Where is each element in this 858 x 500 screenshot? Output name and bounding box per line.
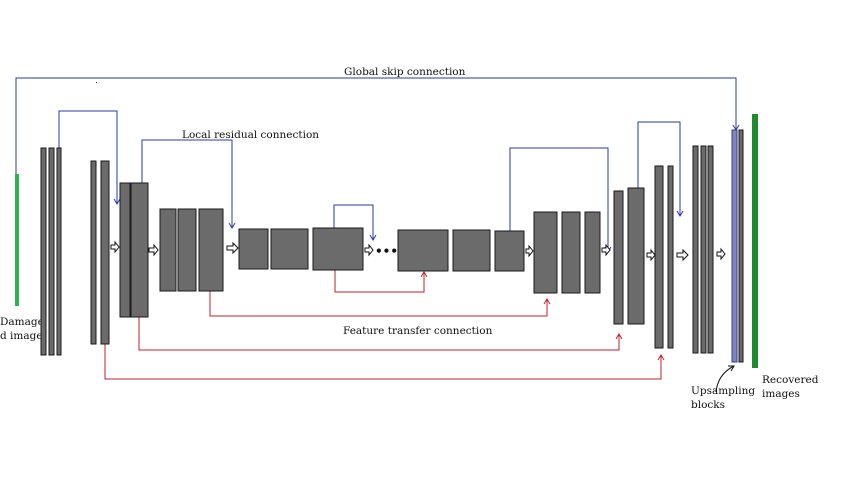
local-residual-line-5 [637,121,681,216]
arrowhead-local-5 [676,210,684,217]
layer-block [667,165,674,349]
arrowhead-transfer-3 [615,333,623,340]
layer-block [397,229,449,272]
global-skip-label: Global skip connection [344,66,466,78]
flow-arrow-icon [676,248,689,262]
layer-block [270,228,309,270]
layer-block [40,147,47,356]
feature-transfer-line-1 [334,270,425,293]
upsampling-block [738,129,744,363]
flow-arrow-icon [226,241,239,255]
layer-block [584,211,601,294]
layer-block [452,229,491,272]
flow-arrow-icon [646,248,656,262]
layer-block [177,208,197,292]
recovered-label-line2: images [762,388,800,400]
arrowhead-transfer-2 [543,298,551,305]
arrowhead-transfer-4 [657,354,665,361]
feature-transfer-line-3 [138,317,620,351]
arrowhead-local-2 [228,222,236,229]
recovered-label-line1: Recovered [762,374,819,386]
layer-block [238,228,269,270]
recovered-image-bar [752,114,758,368]
damaged-image-label-line1: Damage [0,316,44,328]
layer-block [494,230,525,272]
layer-block [48,147,55,356]
upsampling-pointer [715,365,735,393]
flow-arrows [110,240,726,262]
global-skip-line [15,77,737,174]
layer-block [561,211,581,294]
upsampling-pointer-head [728,365,735,372]
layer-blocks [40,145,714,356]
layer-block [159,208,177,292]
arrowhead-local-1 [113,198,121,205]
flow-arrow-icon [148,243,159,257]
layer-block [707,145,714,354]
feature-transfer-line-2 [209,291,548,317]
upsampling-label-line2: blocks [691,399,725,411]
layer-block [533,211,558,294]
layer-block [56,147,62,356]
layer-block [312,227,364,271]
flow-arrow-icon [525,244,534,258]
layer-block [654,165,664,349]
layer-block [627,187,645,325]
flow-arrow-icon [716,247,726,261]
ellipsis-dots: ••• [375,244,398,258]
flow-arrow-icon [110,240,120,254]
layer-block [90,160,97,345]
layer-block [613,190,624,325]
upsampling-block [731,129,738,363]
flow-arrow-icon [601,243,611,257]
layer-block [692,145,699,354]
layer-block [198,208,224,292]
upsampling-label-line1: Upsampling [691,385,755,397]
local-residual-line-1 [58,110,118,204]
arrowhead-transfer-1 [420,271,428,278]
layer-block [130,182,149,318]
flow-arrow-icon [364,243,374,257]
damaged-image-bar [15,174,19,306]
local-residual-line-4 [509,147,609,252]
local-residual-line-3 [333,204,374,240]
layer-block [119,182,131,318]
damaged-image-label-line2: d image [0,330,43,342]
arrowhead-local-3 [369,234,377,241]
stray-mark [96,82,97,83]
layer-block [100,160,110,345]
local-residual-label: Local residual connection [182,129,319,141]
layer-block [700,145,707,354]
feature-transfer-label: Feature transfer connection [343,325,493,337]
local-residual-line-2 [141,139,233,228]
feature-transfer-line-4 [104,344,662,380]
